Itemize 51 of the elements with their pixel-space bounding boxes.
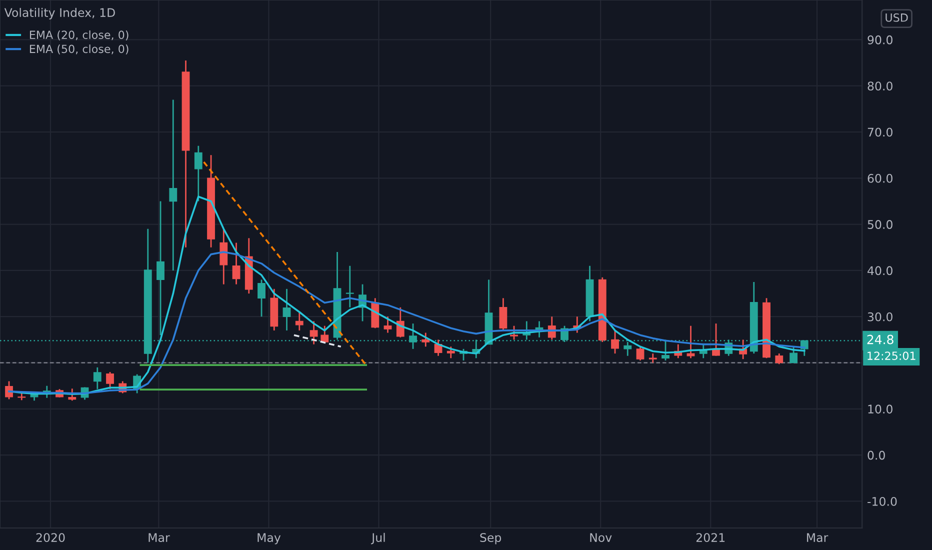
- candlestick: [648, 352, 657, 364]
- candlestick: [499, 297, 508, 332]
- y-tick-label: 10.0: [868, 404, 892, 414]
- candlestick: [258, 278, 266, 318]
- candlestick: [662, 338, 670, 362]
- legend-label: EMA (20, close, 0): [30, 30, 128, 40]
- y-tick-label: 0.0: [868, 450, 885, 460]
- candlestick: [790, 346, 798, 364]
- candlestick: [310, 320, 318, 346]
- text: 12:25:01: [868, 352, 916, 360]
- candlestick: [68, 388, 76, 402]
- candlestick: [446, 346, 455, 359]
- candlestick: [384, 316, 392, 334]
- candlestick: [5, 380, 13, 400]
- candlestick: [510, 325, 518, 340]
- x-tick-label: May: [258, 533, 281, 544]
- y-tick-label: 80.0: [868, 82, 892, 90]
- y-tick-label: 90.0: [868, 35, 892, 44]
- y-tick-label: 60.0: [868, 174, 892, 183]
- y-tick-label: 30.0: [868, 312, 892, 322]
- x-tick-label: 2020: [36, 533, 65, 542]
- candlestick: [232, 242, 240, 286]
- candlestick: [106, 371, 114, 390]
- x-tick-label: Sep: [480, 533, 502, 544]
- y-tick-label: 70.0: [868, 128, 892, 137]
- candlestick: [93, 366, 102, 390]
- candlestick: [320, 325, 329, 343]
- y-tick-label: 50.0: [868, 220, 892, 229]
- x-tick-label: Mar: [807, 533, 828, 542]
- candlestick: [611, 330, 619, 354]
- x-tick-label: Mar: [148, 533, 170, 542]
- legend-label: EMA (50, close, 0): [30, 44, 128, 54]
- x-tick-label: Jul: [371, 532, 385, 544]
- text: USD: [886, 13, 908, 22]
- candlestick: [636, 346, 644, 362]
- candlestick: [686, 325, 695, 359]
- candlestick: [295, 311, 304, 332]
- candlestick: [346, 265, 354, 308]
- x-tick-label: 2021: [696, 533, 725, 542]
- candlestick: [220, 228, 228, 286]
- candlestick: [422, 332, 430, 348]
- y-tick-label: -10.0: [868, 496, 897, 506]
- candlestick: [169, 98, 178, 272]
- text: Volatility Index, 1D: [4, 8, 115, 20]
- candlestick: [156, 200, 164, 336]
- candlestick: [282, 288, 291, 332]
- ref-line-label: 24.8: [867, 334, 894, 344]
- candlestick: [775, 352, 784, 365]
- y-tick-label: 40.0: [868, 266, 892, 276]
- x-tick-label: Nov: [590, 533, 612, 542]
- candlestick: [194, 145, 202, 202]
